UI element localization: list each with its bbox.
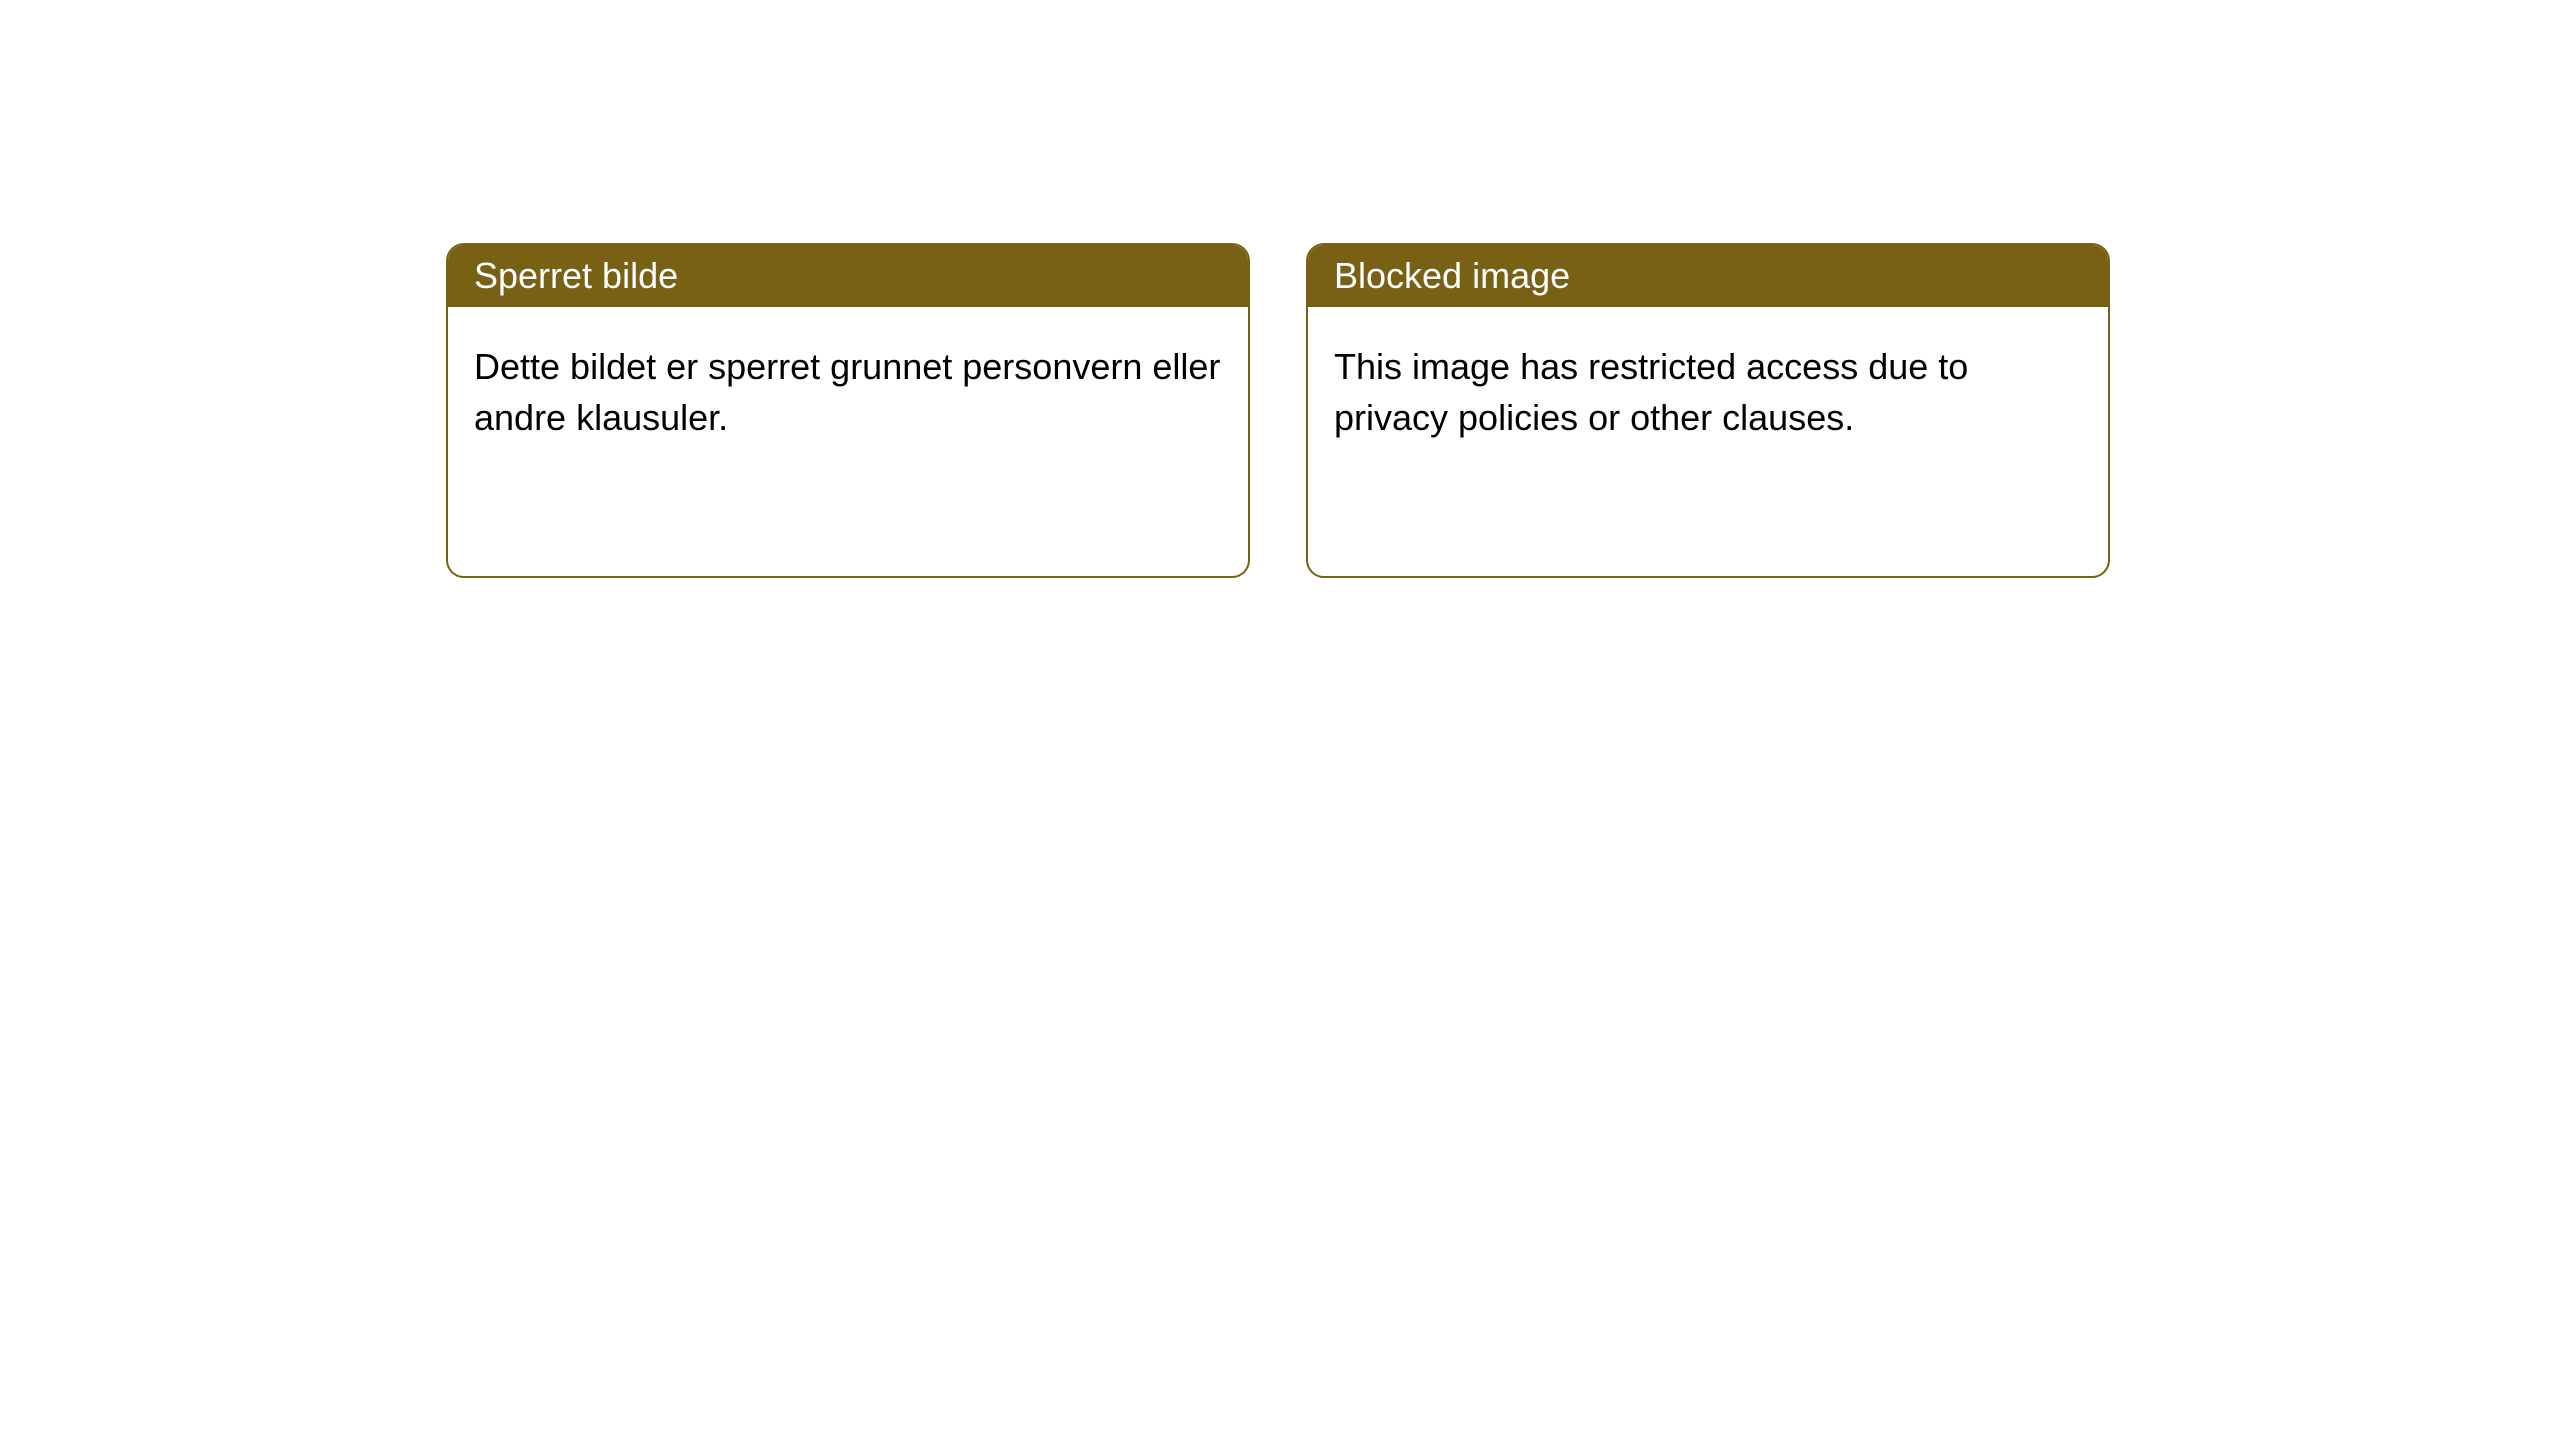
- notice-title: Sperret bilde: [448, 245, 1248, 307]
- notice-container: Sperret bilde Dette bildet er sperret gr…: [0, 0, 2560, 578]
- notice-title: Blocked image: [1308, 245, 2108, 307]
- notice-card-english: Blocked image This image has restricted …: [1306, 243, 2110, 578]
- notice-card-norwegian: Sperret bilde Dette bildet er sperret gr…: [446, 243, 1250, 578]
- notice-body: This image has restricted access due to …: [1308, 307, 2108, 477]
- notice-body: Dette bildet er sperret grunnet personve…: [448, 307, 1248, 477]
